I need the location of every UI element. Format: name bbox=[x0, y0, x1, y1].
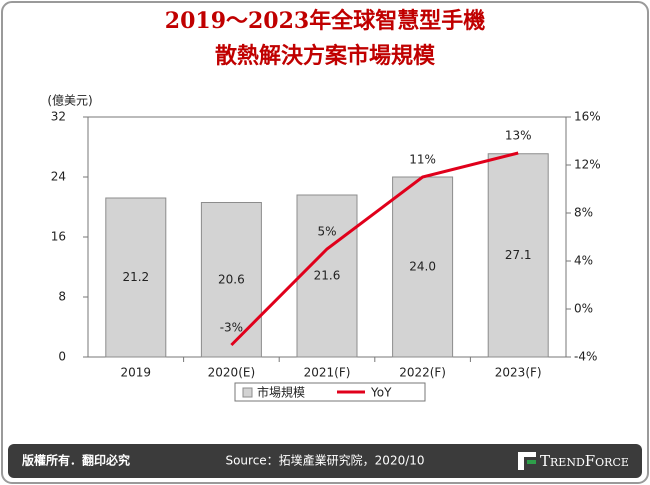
source: Source：拓墣產業研究院，2020/10 bbox=[225, 453, 424, 468]
chart-title: 散熱解決方案市場規模 bbox=[215, 43, 436, 69]
line-label: 5% bbox=[317, 225, 336, 239]
y2-tick-label: 16% bbox=[574, 110, 601, 124]
bar bbox=[105, 197, 167, 358]
y2-tick-label: 0% bbox=[574, 302, 593, 316]
line-label: 13% bbox=[505, 129, 532, 143]
y2-tick-label: 12% bbox=[574, 158, 601, 172]
x-tick-label: 2023(F) bbox=[495, 366, 542, 380]
footer-bar bbox=[8, 444, 642, 478]
x-tick-label: 2019 bbox=[121, 366, 152, 380]
x-tick-label: 2020(E) bbox=[208, 366, 255, 380]
bar bbox=[200, 202, 262, 358]
y-tick-label: 0 bbox=[58, 350, 66, 364]
bar bbox=[296, 194, 358, 358]
legend-box bbox=[234, 382, 426, 402]
bar-label: 24.0 bbox=[409, 260, 436, 274]
x-tick-label: 2021(F) bbox=[304, 366, 351, 380]
y2-tick-label: 8% bbox=[574, 206, 593, 220]
legend-swatch bbox=[242, 387, 253, 398]
bar-label: 27.1 bbox=[505, 248, 532, 262]
line-label: -3% bbox=[220, 321, 243, 335]
y2-tick-label: -4% bbox=[574, 350, 597, 364]
x-tick-label: 2022(F) bbox=[399, 366, 446, 380]
legend-label: 市場規模 bbox=[257, 385, 305, 400]
line bbox=[230, 151, 519, 347]
y-tick-label: 8 bbox=[58, 290, 66, 304]
y-tick-label: 16 bbox=[51, 230, 66, 244]
copyright: 版權所有．翻印必究 bbox=[22, 453, 130, 468]
chart-title: 2019～2023年全球智慧型手機 bbox=[165, 8, 485, 34]
bar-label: 21.6 bbox=[314, 269, 341, 283]
bar-label: 21.2 bbox=[122, 270, 149, 284]
legend-label: YoY bbox=[370, 386, 392, 400]
y-tick-label: 24 bbox=[51, 170, 66, 184]
line-label: 11% bbox=[409, 153, 436, 167]
y-axis-label: (億美元) bbox=[47, 94, 92, 108]
logo-icon bbox=[518, 452, 536, 470]
bar-label: 20.6 bbox=[218, 272, 245, 286]
y2-tick-label: 4% bbox=[574, 254, 593, 268]
bar bbox=[487, 153, 549, 358]
logo: TrendForce bbox=[540, 452, 629, 470]
y-tick-label: 32 bbox=[51, 110, 66, 124]
